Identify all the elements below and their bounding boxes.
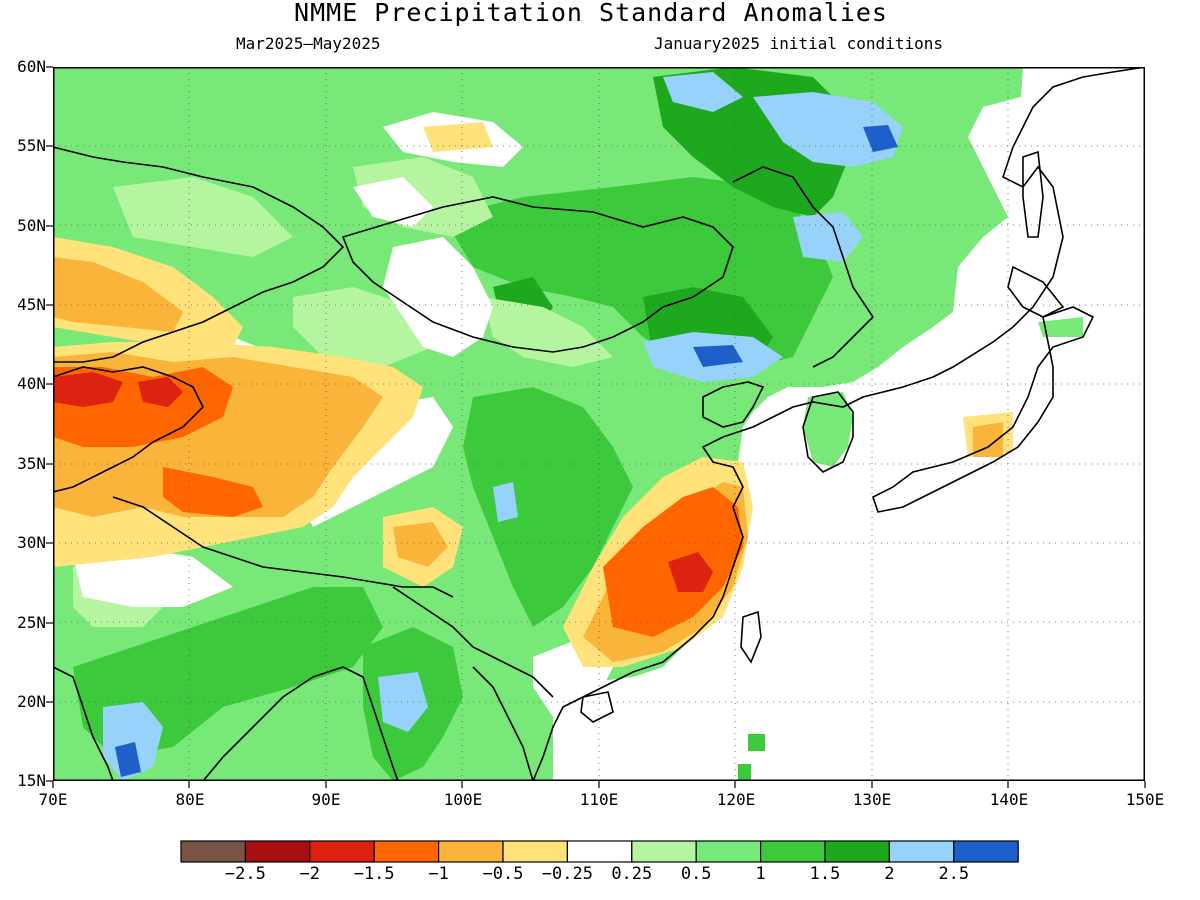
colorbar-swatch [695,840,762,863]
lat-label-20n: 20N [17,692,46,711]
taiwan-green [748,734,765,751]
colorbar-label: −2 [299,864,321,884]
initial-conditions: January2025 initial conditions [654,34,943,53]
hokkaido-green [1038,317,1083,337]
lon-label-150e: 150E [1125,790,1165,809]
colorbar-swatch [759,840,826,863]
lat-label-40n: 40N [17,374,46,393]
pacific-coastline [532,67,1145,781]
colorbar-label: −1.5 [353,864,395,884]
yellow-region-5 [423,122,493,152]
colorbar-label: −1 [428,864,449,884]
orange-region-2 [163,467,263,517]
white-region-3 [383,237,493,357]
southeast-asia-borders [392,586,554,698]
colorbar-label: 2.5 [938,864,970,884]
lon-label-80e: 80E [175,790,205,809]
lat-label-60n: 60N [17,57,46,76]
mongolia-border [341,196,734,353]
red-region-2 [138,377,183,407]
colorbar-label: 0.5 [680,864,712,884]
colorbar-swatch [438,840,504,863]
colorbar-swatch [888,840,955,863]
lon-label-70e: 70E [38,790,68,809]
white-region-6 [73,547,233,607]
blue-region-2 [693,345,743,367]
colorbar-swatch [180,840,247,863]
lon-label-140e: 140E [989,790,1029,809]
orange-light-region-5 [973,422,1003,457]
blue-light-region-5 [493,482,518,522]
hokkaido-coast [1007,265,1065,318]
lat-label-35n: 35N [17,454,46,473]
colorbar-swatch [631,840,697,863]
blue-region-3 [115,742,141,777]
colorbar-swatch [502,840,569,863]
chart-title: NMME Precipitation Standard Anomalies [294,0,888,27]
colorbar-swatch [566,840,633,863]
kazakhstan-border [53,146,345,363]
lat-label-50n: 50N [17,216,46,235]
colorbar-label: −0.25 [541,864,593,884]
colorbar-swatch [824,840,891,863]
lon-label-100e: 100E [443,790,483,809]
himalaya-border [112,496,454,598]
korea-coast [802,391,854,473]
forecast-period: Mar2025–May2025 [236,34,381,53]
blue-light-region-3 [793,212,863,262]
coastlines-borders [53,67,1145,781]
orange-light-region-1 [53,257,183,332]
russia-china-border [732,166,875,368]
india-coast [53,666,114,781]
lon-label-110e: 110E [579,790,619,809]
white-region-2 [353,177,433,227]
colorbar-label: 1.5 [809,864,841,884]
lat-label-45n: 45N [17,295,46,314]
colorbar-label: −0.5 [482,864,524,884]
central-asia-borders [53,366,204,493]
lat-label-30n: 30N [17,533,46,552]
green-light-region-4 [483,297,613,367]
colorbar-swatch [244,840,311,863]
sakhalin-coast [1022,150,1044,238]
green-dark-region-2 [463,387,633,627]
lat-label-25n: 25N [17,613,46,632]
colorbar-label: −2.5 [224,864,266,884]
colorbar-label: 1 [755,864,766,884]
korea-green [803,392,853,467]
gridlines [53,67,1145,781]
lon-label-90e: 90E [311,790,341,809]
colorbar-swatch [309,840,375,863]
colorbar [180,840,1019,863]
blue-light-region-2 [753,92,903,167]
colorbar-swatch [953,840,1019,863]
lat-label-15n: 15N [17,771,46,790]
indochina-coast [472,666,534,781]
taiwan-coast [740,610,762,664]
map-frame [53,67,1145,781]
blue-light-region-1 [663,72,743,112]
yellow-sea-coast [702,381,765,428]
lat-label-55n: 55N [17,136,46,155]
japan-coast [872,306,1095,513]
anomaly-map [53,67,1145,781]
anomaly-map-svg [53,67,1145,781]
lon-label-120e: 120E [716,790,756,809]
red-region-3 [668,552,713,592]
bay-of-bengal-coast [202,666,399,781]
orange-light-region-4 [393,522,448,567]
taiwan-green-2 [738,764,751,781]
colorbar-label: 2 [884,864,895,884]
colorbar-swatch [373,840,440,863]
blue-light-region-7 [378,672,428,732]
green-light-region-1 [113,177,293,257]
colorbar-label: 0.25 [611,864,653,884]
lon-label-130e: 130E [852,790,892,809]
red-region-1 [53,372,123,407]
hainan-coast [580,691,614,723]
